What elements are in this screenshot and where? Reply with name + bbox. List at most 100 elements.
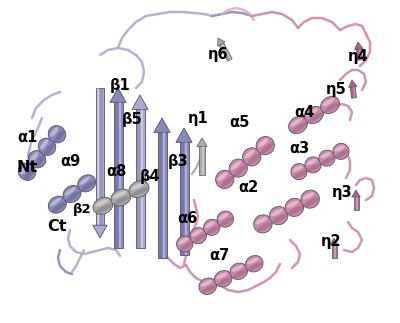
Ellipse shape: [96, 204, 113, 213]
Ellipse shape: [113, 191, 126, 198]
Ellipse shape: [336, 150, 349, 158]
Text: β5: β5: [122, 112, 142, 127]
Polygon shape: [199, 146, 205, 175]
Ellipse shape: [334, 145, 345, 151]
Ellipse shape: [40, 140, 48, 149]
Ellipse shape: [131, 183, 144, 190]
Ellipse shape: [129, 181, 149, 198]
Ellipse shape: [324, 102, 339, 113]
Text: α9: α9: [60, 154, 80, 169]
Ellipse shape: [319, 150, 335, 166]
Ellipse shape: [217, 277, 232, 286]
Text: α1: α1: [17, 130, 37, 145]
Ellipse shape: [78, 175, 96, 192]
Text: α6: α6: [177, 212, 197, 226]
Polygon shape: [159, 132, 162, 258]
Text: Nt: Nt: [16, 160, 38, 175]
Ellipse shape: [269, 206, 288, 225]
Polygon shape: [132, 95, 148, 109]
Ellipse shape: [205, 221, 215, 228]
Ellipse shape: [34, 155, 45, 167]
Ellipse shape: [256, 137, 274, 155]
Text: η6: η6: [208, 47, 228, 62]
Ellipse shape: [207, 225, 220, 234]
Ellipse shape: [220, 176, 234, 188]
Ellipse shape: [50, 198, 61, 206]
Ellipse shape: [230, 263, 248, 279]
Polygon shape: [356, 49, 362, 60]
Text: α4: α4: [295, 105, 315, 120]
Text: α5: α5: [229, 115, 249, 130]
Ellipse shape: [81, 180, 96, 191]
Polygon shape: [115, 102, 118, 248]
Polygon shape: [100, 88, 103, 225]
Polygon shape: [359, 49, 362, 60]
Ellipse shape: [217, 211, 234, 227]
Ellipse shape: [114, 196, 131, 204]
Ellipse shape: [287, 201, 298, 208]
Ellipse shape: [202, 285, 216, 293]
Polygon shape: [350, 87, 356, 98]
Ellipse shape: [63, 185, 81, 203]
Ellipse shape: [24, 168, 35, 180]
Ellipse shape: [272, 214, 288, 223]
Ellipse shape: [257, 222, 272, 231]
Ellipse shape: [231, 161, 241, 170]
Ellipse shape: [192, 229, 202, 236]
Text: β3: β3: [168, 154, 188, 169]
Ellipse shape: [244, 150, 255, 159]
Ellipse shape: [218, 213, 229, 220]
Polygon shape: [154, 118, 170, 132]
Ellipse shape: [271, 209, 283, 216]
Ellipse shape: [199, 278, 217, 295]
Ellipse shape: [132, 187, 149, 196]
Ellipse shape: [322, 157, 335, 165]
Ellipse shape: [20, 165, 28, 174]
Text: α8: α8: [106, 164, 126, 179]
Ellipse shape: [291, 163, 307, 180]
Polygon shape: [110, 88, 126, 102]
Polygon shape: [334, 245, 336, 258]
Ellipse shape: [248, 262, 263, 270]
Ellipse shape: [261, 142, 274, 154]
Polygon shape: [218, 38, 225, 46]
Text: η5: η5: [326, 82, 346, 97]
Ellipse shape: [243, 148, 261, 166]
Text: β2: β2: [73, 203, 91, 216]
Ellipse shape: [30, 152, 38, 162]
Ellipse shape: [48, 196, 66, 213]
Polygon shape: [158, 132, 166, 258]
Ellipse shape: [247, 154, 260, 165]
Text: α3: α3: [289, 141, 309, 156]
Ellipse shape: [216, 273, 228, 279]
Ellipse shape: [234, 165, 247, 176]
Ellipse shape: [258, 138, 268, 147]
Polygon shape: [202, 146, 204, 175]
Ellipse shape: [292, 166, 303, 172]
Polygon shape: [176, 128, 192, 142]
Ellipse shape: [28, 151, 46, 168]
Ellipse shape: [292, 122, 307, 132]
Polygon shape: [141, 109, 143, 248]
Ellipse shape: [176, 236, 193, 252]
Ellipse shape: [95, 199, 108, 206]
Ellipse shape: [216, 170, 234, 188]
Ellipse shape: [79, 176, 90, 185]
Polygon shape: [354, 42, 363, 49]
Ellipse shape: [50, 127, 58, 137]
Polygon shape: [137, 109, 140, 248]
Ellipse shape: [44, 143, 55, 155]
Ellipse shape: [214, 271, 232, 287]
Ellipse shape: [190, 227, 206, 244]
Ellipse shape: [294, 170, 307, 178]
Text: α2: α2: [238, 180, 258, 195]
Ellipse shape: [111, 189, 131, 206]
Ellipse shape: [304, 106, 324, 124]
Ellipse shape: [254, 215, 272, 233]
Polygon shape: [352, 190, 360, 197]
Polygon shape: [353, 87, 356, 98]
Polygon shape: [356, 197, 358, 210]
Ellipse shape: [38, 138, 56, 155]
Ellipse shape: [255, 217, 267, 224]
Ellipse shape: [65, 187, 76, 196]
